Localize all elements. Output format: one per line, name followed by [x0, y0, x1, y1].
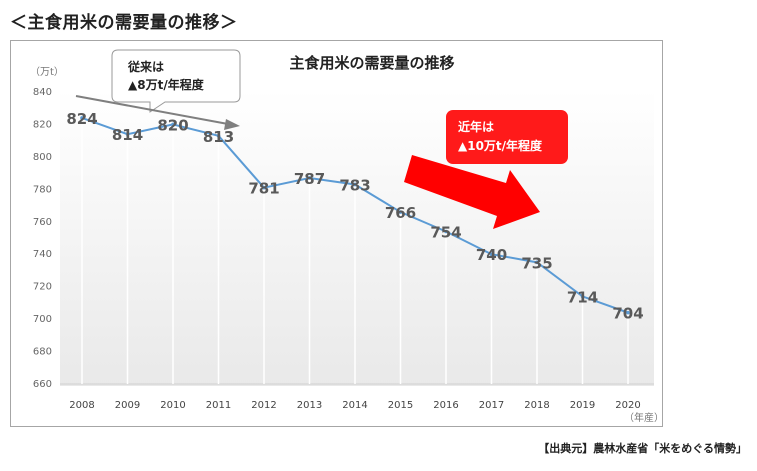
data-label: 740 — [476, 246, 507, 264]
x-tick-label: 2016 — [433, 400, 458, 411]
chart-title: 主食用米の需要量の推移 — [289, 54, 454, 72]
data-point — [216, 134, 221, 138]
x-tick-label: 2012 — [251, 400, 276, 411]
x-tick-label: 2020 — [615, 400, 640, 411]
y-axis-unit: （万t） — [30, 66, 64, 78]
x-tick-label: 2010 — [160, 400, 185, 411]
data-point — [444, 229, 448, 234]
data-point — [80, 116, 84, 120]
data-label: 824 — [66, 110, 97, 128]
recent-trend-callout: 近年は ▲10万t/年程度 — [446, 110, 568, 164]
data-point — [262, 185, 266, 190]
data-label: 813 — [203, 128, 234, 146]
x-tick-label: 2017 — [479, 400, 504, 411]
data-point — [398, 210, 403, 214]
data-point — [626, 310, 630, 315]
data-label: 814 — [112, 126, 143, 144]
data-point — [307, 176, 312, 180]
x-tick-label: 2015 — [388, 400, 413, 411]
y-tick-label: 720 — [33, 282, 52, 293]
y-tick-label: 740 — [33, 249, 52, 260]
data-point — [353, 182, 357, 187]
past-trend-callout: 従来は ▲8万t/年程度 — [111, 49, 241, 113]
past-trend-arrow — [75, 95, 240, 130]
x-tick-label: 2011 — [206, 400, 231, 411]
data-point — [171, 122, 175, 127]
x-tick-label: 2014 — [342, 400, 367, 411]
x-axis-unit: （年産） — [624, 411, 664, 424]
data-label: 781 — [248, 180, 279, 198]
data-label: 783 — [339, 176, 370, 194]
y-tick-label: 800 — [33, 152, 52, 163]
data-point — [535, 260, 539, 265]
source-note: 【出典元】農林水産省「米をめぐる情勢」 — [538, 442, 747, 455]
data-label: 754 — [430, 224, 461, 242]
recent-trend-line1: 近年は — [458, 119, 494, 134]
data-label: 787 — [294, 170, 325, 188]
data-point — [489, 252, 494, 257]
x-tick-label: 2013 — [297, 400, 322, 411]
x-tick-label: 2018 — [524, 400, 549, 411]
y-tick-label: 760 — [33, 217, 52, 228]
data-label: 820 — [157, 116, 188, 134]
past-trend-line1: 従来は — [127, 59, 164, 74]
y-tick-label: 780 — [33, 184, 52, 195]
y-tick-label: 660 — [33, 379, 52, 390]
page-heading: ＜主食用米の需要量の推移＞ — [10, 13, 238, 33]
data-label: 735 — [521, 254, 552, 272]
recent-trend-line2: ▲10万t/年程度 — [458, 138, 543, 153]
y-tick-label: 700 — [33, 314, 52, 325]
x-tick-label: 2008 — [69, 400, 94, 411]
y-tick-label: 680 — [33, 347, 52, 358]
past-trend-line2: ▲8万t/年程度 — [128, 77, 205, 92]
x-tick-label: 2019 — [570, 400, 595, 411]
data-label: 704 — [612, 305, 643, 323]
recent-trend-arrow — [404, 155, 540, 229]
data-point — [580, 294, 585, 299]
x-tick-label: 2009 — [115, 400, 140, 411]
y-tick-label: 840 — [33, 87, 52, 98]
data-point — [125, 132, 130, 136]
data-label: 766 — [385, 204, 416, 222]
data-label: 714 — [567, 288, 598, 306]
y-tick-label: 820 — [33, 119, 52, 130]
